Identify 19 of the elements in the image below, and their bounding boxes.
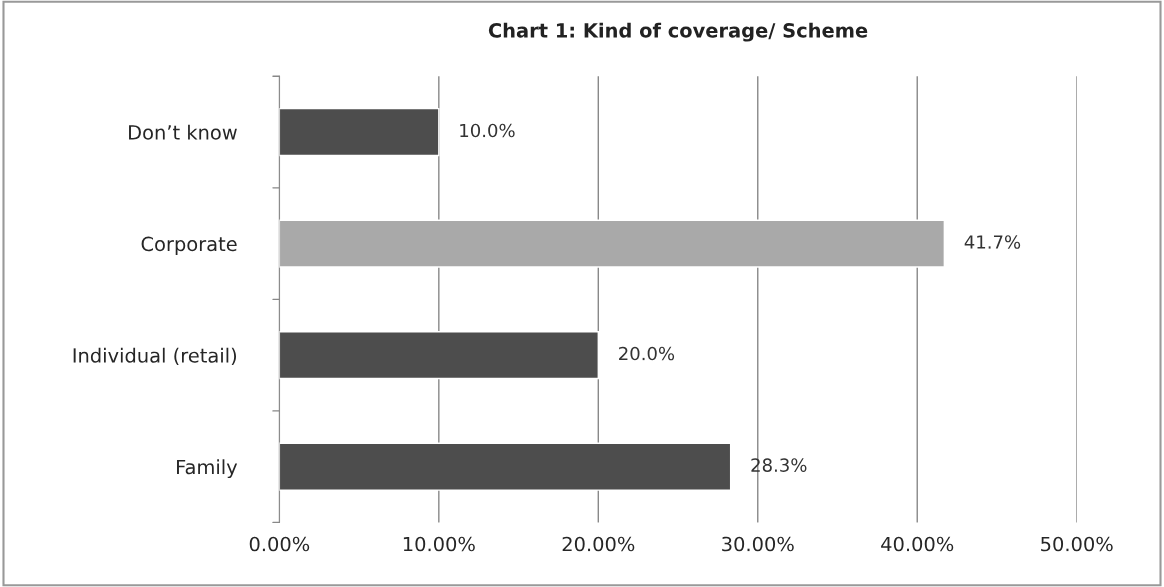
bar <box>279 219 946 268</box>
x-tick-label: 50.00% <box>1041 536 1113 552</box>
x-tick-label: 10.00% <box>403 536 475 552</box>
chart-title: Chart 1: Kind of coverage/ Scheme <box>488 22 868 42</box>
y-tick-label: Don’t know <box>129 124 237 140</box>
bar <box>279 442 732 491</box>
data-label: 41.7% <box>964 235 1021 249</box>
y-tick-label: Family <box>177 459 238 479</box>
data-label: 10.0% <box>460 123 515 138</box>
x-tick-label: 0.00% <box>249 536 310 552</box>
data-label: 28.3% <box>751 458 807 472</box>
x-tick-label: 20.00% <box>562 536 635 552</box>
x-tick-label: 40.00% <box>881 536 954 552</box>
y-tick-label: Corporate <box>141 236 237 256</box>
bar <box>279 107 440 157</box>
y-tick-label: Individual (retail) <box>73 347 237 366</box>
bar <box>279 331 599 380</box>
x-tick-label: 30.00% <box>722 536 794 552</box>
data-label: 20.0% <box>619 346 675 361</box>
